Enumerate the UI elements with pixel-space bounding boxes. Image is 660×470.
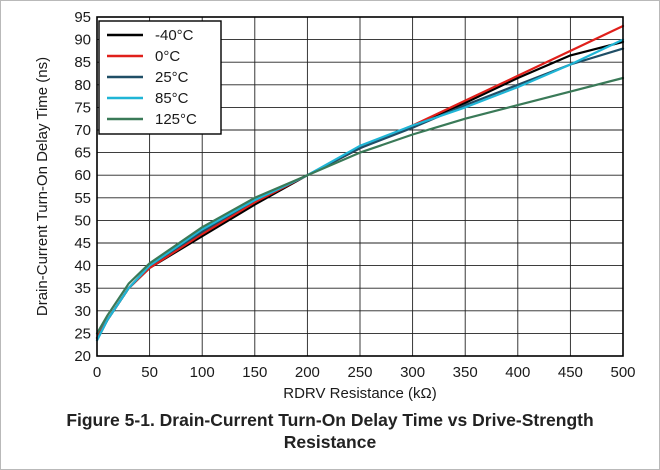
legend-label-0: -40°C: [155, 27, 194, 44]
x-tick-label: 250: [347, 364, 372, 381]
x-tick-label: 300: [400, 364, 425, 381]
y-tick-label: 60: [74, 167, 91, 184]
legend-label-3: 85°C: [155, 90, 189, 107]
axes: 0 50 100 150 200 250 300 350 400 450 500 20 25 30 35 40…: [34, 9, 636, 402]
series-lines: [95, 24, 625, 342]
y-tick-label: 90: [74, 32, 91, 49]
y-tick-label: 25: [74, 325, 91, 342]
series-line-4: [95, 76, 625, 335]
caption-line-2: Resistance: [283, 432, 377, 452]
figure-caption: Figure 5-1. Drain-Current Turn-On Delay …: [1, 409, 659, 453]
y-tick-label: 80: [74, 77, 91, 94]
y-tick-label: 65: [74, 145, 91, 162]
x-tick-label: 0: [93, 364, 101, 381]
y-axis-label: Drain-Current Turn-On Delay Time (ns): [34, 57, 51, 316]
x-tick-label: 50: [141, 364, 158, 381]
y-tick-label: 20: [74, 348, 91, 365]
y-tick-label: 70: [74, 122, 91, 139]
x-tick-label: 450: [558, 364, 583, 381]
y-tick-label: 50: [74, 212, 91, 229]
y-tick-label: 40: [74, 258, 91, 275]
legend-label-4: 125°C: [155, 111, 197, 128]
plot-frame: [96, 16, 624, 357]
y-tick-label: 30: [74, 303, 91, 320]
y-tick-label: 95: [74, 9, 91, 26]
x-tick-label: 100: [190, 364, 215, 381]
line-chart: 0 50 100 150 200 250 300 350 400 450 500 20 25 30 35 40…: [34, 9, 636, 402]
x-axis-label: RDRV Resistance (kΩ): [283, 385, 436, 402]
legend-label-1: 0°C: [155, 48, 180, 65]
legend-label-2: 25°C: [155, 69, 189, 86]
x-tick-label: 350: [453, 364, 478, 381]
legend: -40°C 0°C 25°C 85°C 125°C: [98, 20, 222, 135]
x-tick-label: 500: [610, 364, 635, 381]
y-tick-label: 85: [74, 54, 91, 71]
y-tick-label: 55: [74, 190, 91, 207]
y-tick-label: 35: [74, 280, 91, 297]
x-tick-label: 200: [295, 364, 320, 381]
x-tick-label: 400: [505, 364, 530, 381]
x-tick-label: 150: [242, 364, 267, 381]
y-tick-label: 75: [74, 99, 91, 116]
caption-line-1: Figure 5-1. Drain-Current Turn-On Delay …: [66, 410, 594, 430]
y-tick-label: 45: [74, 235, 91, 252]
